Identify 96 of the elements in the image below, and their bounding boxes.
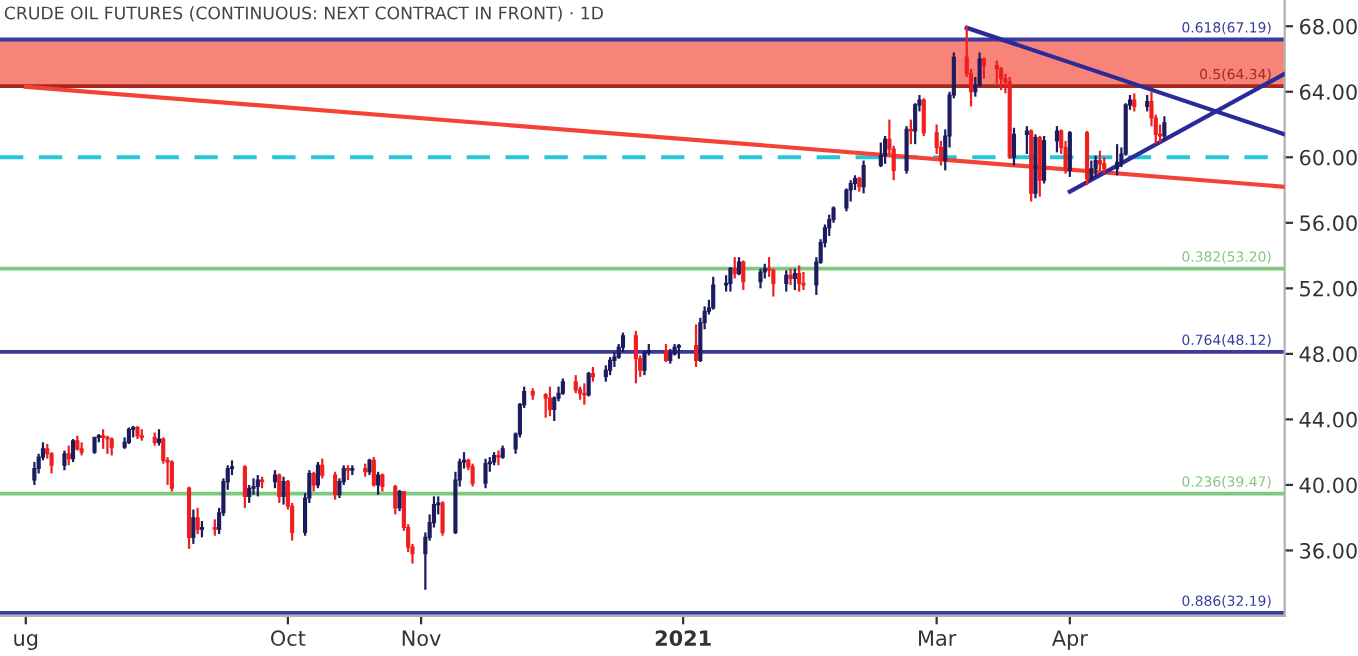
y-tick-label: 44.00	[1299, 411, 1357, 428]
candlestick	[251, 477, 256, 496]
candlestick	[878, 141, 883, 169]
candlestick	[440, 500, 445, 537]
candlestick	[393, 483, 398, 516]
candlestick	[642, 349, 647, 377]
candlestick	[797, 264, 802, 293]
candlestick	[552, 395, 557, 423]
x-tick-label: Oct	[271, 630, 306, 646]
candlestick	[315, 460, 321, 490]
candlestick	[470, 462, 475, 488]
candlestick	[573, 374, 578, 395]
candlestick	[272, 469, 278, 490]
candlestick	[633, 329, 638, 385]
y-tick-label: 56.00	[1300, 215, 1357, 232]
y-tick-label: 36.00	[1300, 542, 1357, 559]
x-tick-label: Mar	[919, 630, 957, 646]
candlestick	[496, 449, 501, 467]
candlestick	[908, 118, 913, 146]
y-tick-label: 48.00	[1299, 346, 1357, 363]
candlestick	[994, 59, 999, 85]
candlestick	[1158, 123, 1163, 144]
candlestick	[586, 370, 591, 398]
chart-title: CRUDE OIL FUTURES (CONTINUOUS: NEXT CONTRACT IN FRONT) · 1D	[4, 6, 603, 22]
candlestick	[195, 506, 200, 536]
candlestick	[788, 267, 793, 287]
candlestick	[1089, 159, 1094, 182]
candlestick	[483, 457, 488, 490]
candlestick	[981, 56, 986, 80]
candlestick	[608, 356, 613, 377]
candlestick	[311, 470, 316, 493]
candlestick	[1024, 125, 1029, 156]
candlestick	[277, 472, 282, 505]
candlestick	[663, 342, 669, 364]
candlestick	[883, 134, 888, 165]
candlestick	[913, 102, 918, 146]
candlestick	[376, 470, 381, 496]
candlestick	[101, 428, 106, 450]
candlestick	[105, 434, 110, 455]
candlestick	[255, 473, 260, 498]
x-tick-label: Apr	[1051, 630, 1088, 651]
candlestick	[999, 66, 1004, 92]
candlestick	[1162, 115, 1167, 141]
candlestick	[1093, 154, 1098, 179]
candlestick	[801, 270, 806, 292]
y-tick-label: 40.00	[1299, 477, 1357, 494]
candlestick	[1115, 143, 1120, 177]
candlestick	[736, 256, 742, 277]
candlestick	[1097, 149, 1102, 172]
candlestick	[784, 269, 789, 293]
candlestick	[844, 187, 849, 213]
y-tick-label: 64.00	[1300, 84, 1357, 100]
candlestick	[191, 508, 196, 546]
candlestick	[904, 125, 909, 175]
candlestick	[320, 457, 325, 480]
candlestick	[921, 97, 926, 138]
candlestick	[848, 179, 853, 203]
candlestick	[1054, 125, 1060, 154]
candlestick	[66, 444, 71, 467]
candlestick	[397, 488, 402, 513]
candlestick	[1037, 134, 1042, 198]
candlestick	[620, 331, 626, 354]
candlestick	[169, 459, 174, 493]
candlestick	[693, 323, 699, 369]
candlestick	[49, 451, 54, 475]
candlestick	[758, 267, 763, 290]
candlestick	[242, 464, 247, 509]
candlestick	[1132, 92, 1137, 113]
candlestick	[62, 449, 67, 472]
x-tick-label: Nov	[402, 630, 441, 646]
y-tick-label: 52.00	[1300, 280, 1357, 297]
candlestick	[732, 256, 737, 280]
candlestick	[1042, 134, 1047, 185]
candlestick	[333, 470, 338, 501]
candlestick	[1011, 126, 1017, 167]
x-tick-label: 2021	[655, 630, 711, 646]
candlestick	[741, 259, 746, 292]
candlestick	[109, 436, 114, 457]
candlestick	[380, 472, 385, 493]
candlestick	[728, 265, 733, 293]
candlestick	[70, 437, 76, 464]
candlestick	[281, 475, 286, 506]
candlestick	[861, 159, 866, 195]
candlestick	[543, 392, 548, 419]
y-tick-label: 60.00	[1300, 149, 1357, 166]
candlestick	[247, 483, 252, 505]
candlestick	[1084, 129, 1090, 187]
candlestick	[792, 267, 797, 292]
candlestick	[547, 385, 553, 418]
y-tick-label: 68.00	[1300, 18, 1357, 35]
candlestick	[711, 275, 716, 311]
candlestick	[32, 460, 37, 487]
candlestick	[612, 351, 617, 369]
candlestick	[1067, 129, 1072, 179]
x-tick-label: ug	[14, 634, 38, 651]
candlestick	[371, 455, 376, 488]
